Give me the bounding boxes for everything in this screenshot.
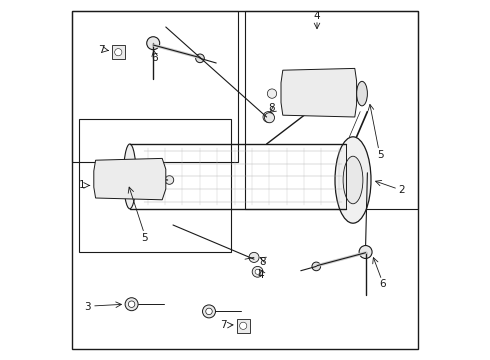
Text: 4: 4 xyxy=(258,270,265,280)
Circle shape xyxy=(147,37,160,50)
Text: 8: 8 xyxy=(269,103,275,113)
Circle shape xyxy=(206,308,212,315)
Text: 7: 7 xyxy=(220,320,227,330)
Circle shape xyxy=(165,176,174,184)
Text: 7: 7 xyxy=(98,45,104,55)
Circle shape xyxy=(249,252,259,262)
Circle shape xyxy=(115,49,122,56)
Bar xyxy=(79,119,231,252)
Circle shape xyxy=(265,113,274,123)
Polygon shape xyxy=(281,68,357,117)
Bar xyxy=(72,11,238,162)
Bar xyxy=(112,45,125,59)
Bar xyxy=(245,11,418,209)
Circle shape xyxy=(266,114,271,120)
Ellipse shape xyxy=(343,156,363,204)
Text: 4: 4 xyxy=(314,11,320,21)
Ellipse shape xyxy=(102,173,110,187)
Text: 1: 1 xyxy=(79,180,86,190)
Circle shape xyxy=(128,301,135,307)
Ellipse shape xyxy=(335,137,371,223)
Circle shape xyxy=(125,298,138,311)
Circle shape xyxy=(255,269,260,274)
Text: 6: 6 xyxy=(151,53,158,63)
Circle shape xyxy=(202,305,216,318)
Text: 3: 3 xyxy=(84,302,91,312)
Circle shape xyxy=(268,89,277,98)
Text: 5: 5 xyxy=(377,150,383,160)
Polygon shape xyxy=(94,158,166,200)
Text: 8: 8 xyxy=(260,257,266,267)
Ellipse shape xyxy=(123,144,136,209)
Circle shape xyxy=(252,266,263,277)
Bar xyxy=(237,319,250,333)
Ellipse shape xyxy=(357,81,368,106)
Circle shape xyxy=(240,322,247,329)
Text: 2: 2 xyxy=(399,185,405,195)
Text: 6: 6 xyxy=(379,279,386,289)
Circle shape xyxy=(196,54,204,63)
Circle shape xyxy=(359,246,372,258)
Circle shape xyxy=(263,112,274,122)
Circle shape xyxy=(312,262,320,271)
Text: 5: 5 xyxy=(141,233,147,243)
